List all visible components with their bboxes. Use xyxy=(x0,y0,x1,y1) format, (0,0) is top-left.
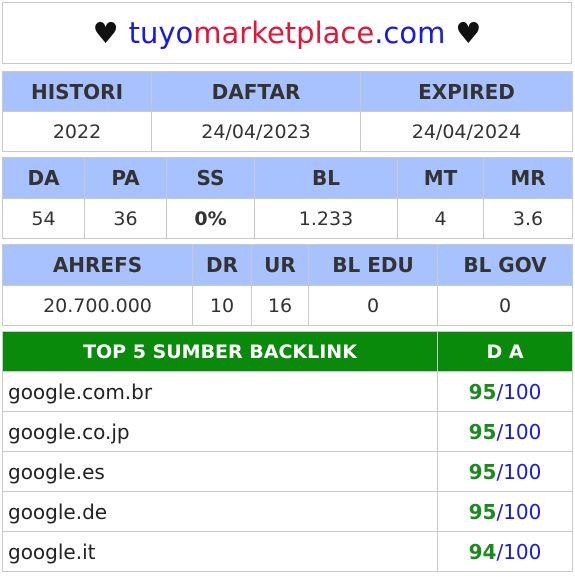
header-mr: MR xyxy=(483,157,573,199)
backlink-site: google.com.br xyxy=(2,371,438,412)
ahrefs-metrics-table: AHREFS DR UR BL EDU BL GOV 20.700.000 10… xyxy=(2,244,573,326)
header-top-backlinks: TOP 5 SUMBER BACKLINK xyxy=(2,331,438,372)
backlink-da-slash: / xyxy=(496,419,504,444)
site-name-part-tuyo: tuyo xyxy=(128,16,194,50)
backlink-da-slash: / xyxy=(496,539,504,564)
backlink-da-max: 100 xyxy=(503,379,542,404)
value-mr: 3.6 xyxy=(483,198,573,239)
value-daftar: 24/04/2023 xyxy=(151,111,361,152)
value-mt: 4 xyxy=(397,198,484,239)
header-ahrefs: AHREFS xyxy=(2,244,193,286)
backlink-da-score: 95 xyxy=(468,499,497,524)
backlink-da: 95/100 xyxy=(437,491,573,532)
value-ss: 0% xyxy=(166,198,255,239)
value-dr: 10 xyxy=(192,285,252,326)
backlink-da-score: 95 xyxy=(468,459,497,484)
backlink-site: google.co.jp xyxy=(2,411,438,452)
value-histori: 2022 xyxy=(2,111,152,152)
header-da: DA xyxy=(2,157,85,199)
heart-icon-right: ♥ xyxy=(455,16,482,50)
domain-history-table: HISTORI DAFTAR EXPIRED 2022 24/04/2023 2… xyxy=(2,71,573,152)
backlink-da-slash: / xyxy=(496,379,504,404)
heart-icon-left: ♥ xyxy=(92,16,119,50)
header-ur: UR xyxy=(251,244,309,286)
backlink-da-score: 95 xyxy=(468,419,497,444)
backlink-row: google.com.br 95/100 xyxy=(2,371,573,412)
backlink-da: 95/100 xyxy=(437,371,573,412)
header-bl-gov: BL GOV xyxy=(437,244,573,286)
backlink-row: google.co.jp 95/100 xyxy=(2,411,573,452)
header-bl-edu: BL EDU xyxy=(308,244,438,286)
domain-metrics-table: DA PA SS BL MT MR 54 36 0% 1.233 4 3.6 xyxy=(2,157,573,239)
header-mt: MT xyxy=(397,157,484,199)
backlink-site: google.it xyxy=(2,531,438,572)
backlink-row: google.it 94/100 xyxy=(2,531,573,572)
backlink-da-max: 100 xyxy=(503,539,542,564)
backlink-da-max: 100 xyxy=(503,419,542,444)
header-ss: SS xyxy=(166,157,255,199)
backlink-da-slash: / xyxy=(496,459,504,484)
backlink-da: 95/100 xyxy=(437,411,573,452)
backlink-row: google.es 95/100 xyxy=(2,451,573,492)
backlink-da-max: 100 xyxy=(503,459,542,484)
value-bl-edu: 0 xyxy=(308,285,438,326)
backlink-da-max: 100 xyxy=(503,499,542,524)
header-pa: PA xyxy=(84,157,167,199)
backlink-da-score: 94 xyxy=(468,539,497,564)
value-expired: 24/04/2024 xyxy=(360,111,573,152)
site-name-part-marketplace: marketplace xyxy=(193,16,375,50)
header-bl: BL xyxy=(254,157,398,199)
value-ur: 16 xyxy=(251,285,309,326)
backlink-site: google.es xyxy=(2,451,438,492)
header-daftar: DAFTAR xyxy=(151,71,361,112)
header-expired: EXPIRED xyxy=(360,71,573,112)
backlink-site: google.de xyxy=(2,491,438,532)
header-histori: HISTORI xyxy=(2,71,152,112)
backlink-da-score: 95 xyxy=(468,379,497,404)
backlink-da: 95/100 xyxy=(437,451,573,492)
top-backlinks-table: TOP 5 SUMBER BACKLINK D A google.com.br 9… xyxy=(2,331,573,572)
value-pa: 36 xyxy=(84,198,167,239)
header-da-score: D A xyxy=(437,331,573,372)
backlink-da-slash: / xyxy=(496,499,504,524)
value-da: 54 xyxy=(2,198,85,239)
backlink-row: google.de 95/100 xyxy=(2,491,573,532)
value-bl-gov: 0 xyxy=(437,285,573,326)
backlink-da: 94/100 xyxy=(437,531,573,572)
site-name-part-tld: .com xyxy=(374,16,446,50)
header-dr: DR xyxy=(192,244,252,286)
site-title-banner: ♥ tuyo marketplace .com ♥ xyxy=(2,2,572,64)
value-ahrefs: 20.700.000 xyxy=(2,285,193,326)
value-bl: 1.233 xyxy=(254,198,398,239)
